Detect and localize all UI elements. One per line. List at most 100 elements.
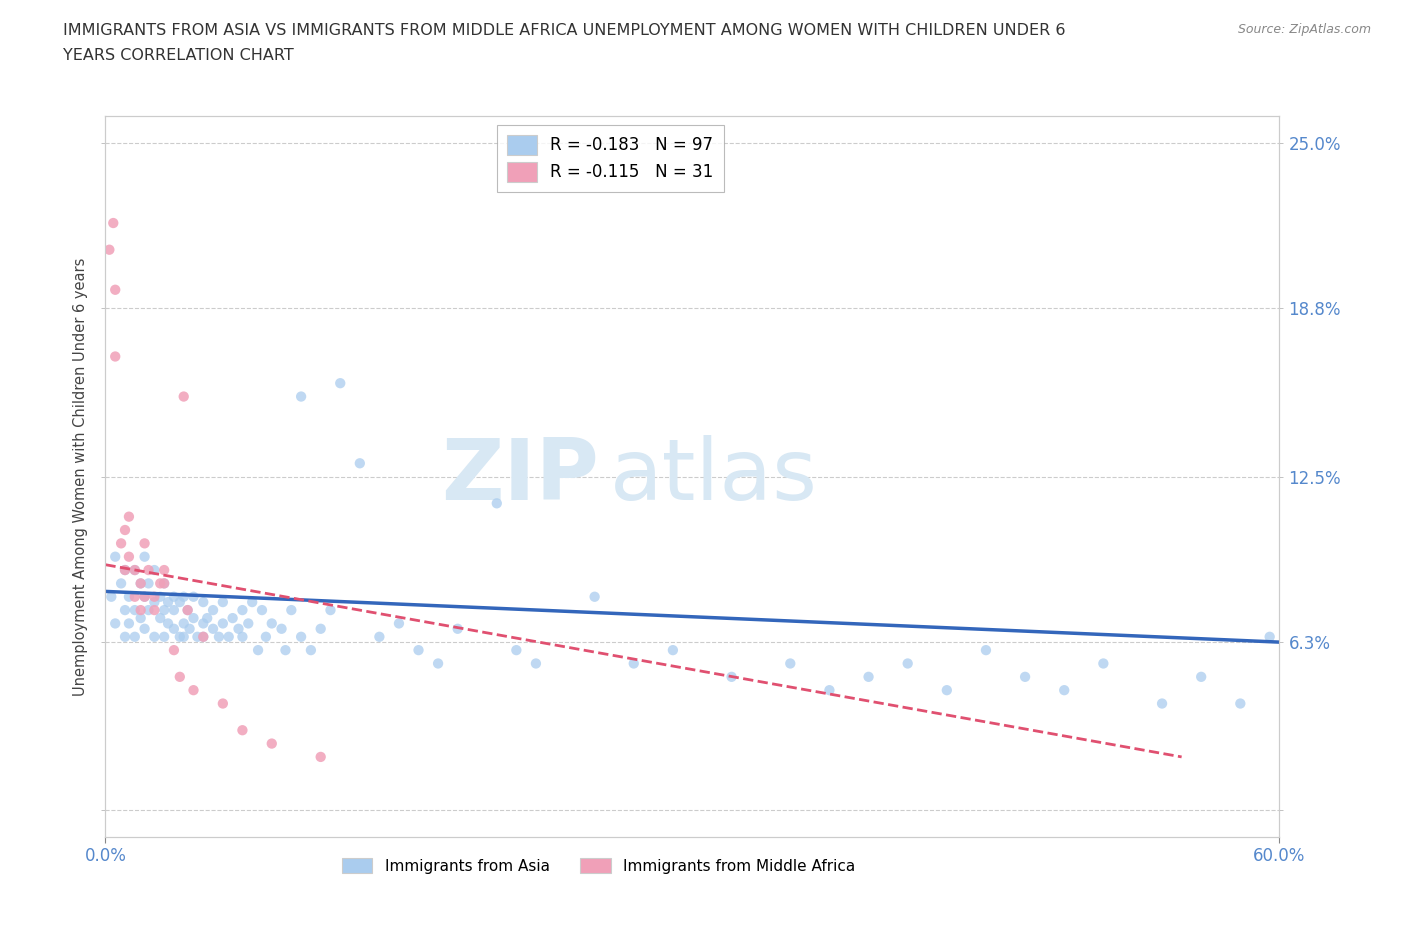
Point: [193, 594, 215, 609]
Point: [485, 496, 508, 511]
Point: [143, 563, 166, 578]
Point: [1152, 696, 1174, 711]
Point: [329, 376, 352, 391]
Point: [211, 594, 233, 609]
Point: [1189, 670, 1212, 684]
Point: [173, 616, 195, 631]
Point: [153, 603, 176, 618]
Point: [134, 621, 156, 636]
Point: [211, 616, 233, 631]
Point: [427, 656, 450, 671]
Point: [193, 630, 215, 644]
Point: [290, 630, 312, 644]
Point: [134, 536, 156, 551]
Text: IMMIGRANTS FROM ASIA VS IMMIGRANTS FROM MIDDLE AFRICA UNEMPLOYMENT AMONG WOMEN W: IMMIGRANTS FROM ASIA VS IMMIGRANTS FROM …: [63, 23, 1066, 38]
Text: atlas: atlas: [610, 435, 818, 518]
Point: [897, 656, 920, 671]
Point: [231, 723, 253, 737]
Point: [157, 616, 180, 631]
Point: [280, 603, 302, 618]
Point: [183, 683, 205, 698]
Point: [211, 696, 233, 711]
Point: [118, 510, 141, 525]
Point: [104, 283, 127, 298]
Point: [290, 389, 312, 404]
Point: [388, 616, 411, 631]
Point: [153, 563, 176, 578]
Point: [138, 563, 160, 578]
Text: ZIP: ZIP: [441, 435, 599, 518]
Point: [183, 590, 205, 604]
Point: [143, 603, 166, 618]
Point: [240, 594, 263, 609]
Point: [623, 656, 645, 671]
Point: [124, 603, 146, 618]
Point: [169, 670, 191, 684]
Point: [202, 603, 225, 618]
Point: [179, 621, 201, 636]
Point: [104, 550, 127, 565]
Point: [100, 590, 122, 604]
Point: [247, 643, 270, 658]
Point: [186, 630, 208, 644]
Point: [818, 683, 841, 698]
Point: [104, 349, 127, 364]
Point: [114, 630, 136, 644]
Point: [124, 590, 146, 604]
Point: [228, 621, 250, 636]
Point: [935, 683, 957, 698]
Point: [163, 603, 186, 618]
Point: [662, 643, 685, 658]
Point: [270, 621, 292, 636]
Point: [260, 737, 283, 751]
Point: [274, 643, 297, 658]
Point: [349, 456, 371, 471]
Point: [238, 616, 260, 631]
Point: [1092, 656, 1115, 671]
Point: [299, 643, 322, 658]
Point: [153, 630, 176, 644]
Point: [169, 594, 191, 609]
Text: YEARS CORRELATION CHART: YEARS CORRELATION CHART: [63, 48, 294, 63]
Point: [176, 603, 198, 618]
Point: [129, 576, 152, 591]
Point: [124, 563, 146, 578]
Point: [134, 550, 156, 565]
Point: [114, 563, 136, 578]
Point: [114, 523, 136, 538]
Point: [134, 590, 156, 604]
Point: [221, 611, 243, 626]
Point: [134, 590, 156, 604]
Point: [114, 563, 136, 578]
Point: [193, 616, 215, 631]
Point: [143, 590, 166, 604]
Point: [173, 590, 195, 604]
Point: [218, 630, 240, 644]
Point: [231, 630, 253, 644]
Point: [138, 603, 160, 618]
Point: [779, 656, 801, 671]
Point: [505, 643, 527, 658]
Point: [1258, 630, 1281, 644]
Point: [157, 594, 180, 609]
Text: Source: ZipAtlas.com: Source: ZipAtlas.com: [1237, 23, 1371, 36]
Point: [368, 630, 391, 644]
Point: [408, 643, 430, 658]
Point: [193, 630, 215, 644]
Point: [319, 603, 342, 618]
Point: [208, 630, 231, 644]
Point: [143, 630, 166, 644]
Point: [250, 603, 273, 618]
Point: [118, 616, 141, 631]
Point: [149, 611, 172, 626]
Point: [1014, 670, 1036, 684]
Point: [153, 576, 176, 591]
Point: [110, 536, 132, 551]
Point: [524, 656, 547, 671]
Point: [124, 630, 146, 644]
Point: [1229, 696, 1251, 711]
Point: [183, 611, 205, 626]
Point: [260, 616, 283, 631]
Point: [110, 576, 132, 591]
Point: [583, 590, 606, 604]
